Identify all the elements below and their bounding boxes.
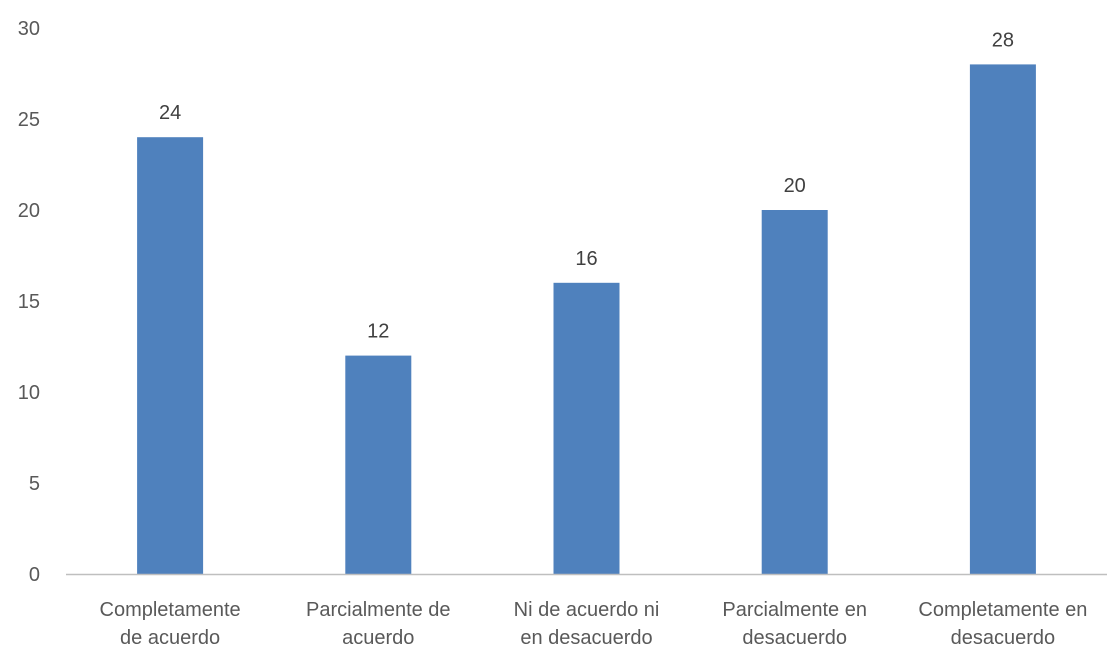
bars [137,64,1036,575]
y-tick-label: 10 [18,382,40,404]
x-category-label: Parcialmente de acuerdo [306,599,451,649]
bar-value-label: 12 [367,321,389,343]
x-category-label-line: Parcialmente en [722,599,867,621]
bar [553,282,620,574]
y-tick-label: 0 [29,564,40,586]
y-axis-ticks: 0 5 10 15 20 25 30 [18,18,40,586]
x-category-label: Completamente de acuerdo [100,599,241,649]
x-category-label-line: Completamente [100,599,241,621]
x-category-label-line: Completamente en [918,599,1087,621]
x-category-label-line: desacuerdo [742,627,847,649]
data-labels: 24 12 16 20 28 [159,29,1014,342]
bar-value-label: 20 [784,175,806,197]
y-tick-label: 30 [18,18,40,40]
x-category-label-line: Parcialmente de [306,599,451,621]
bar-value-label: 24 [159,102,181,124]
x-category-label-line: desacuerdo [951,627,1056,649]
y-tick-label: 15 [18,291,40,313]
bar-value-label: 16 [575,248,597,270]
x-category-label-line: acuerdo [342,627,414,649]
x-category-label-line: en desacuerdo [520,627,652,649]
bar [969,64,1036,575]
bar [345,355,412,574]
bar [137,137,204,574]
x-category-label-line: de acuerdo [120,627,220,649]
bar [761,210,828,574]
bar-value-label: 28 [992,29,1014,51]
y-tick-label: 25 [18,109,40,131]
x-category-label: Completamente en desacuerdo [918,599,1087,649]
x-category-label: Parcialmente en desacuerdo [722,599,867,649]
y-tick-label: 20 [18,200,40,222]
x-category-label-line: Ni de acuerdo ni [514,599,660,621]
x-axis-category-labels: Completamente de acuerdo Parcialmente de ac… [100,599,1088,649]
x-category-label: Ni de acuerdo ni en desacuerdo [514,599,660,649]
y-tick-label: 5 [29,473,40,495]
